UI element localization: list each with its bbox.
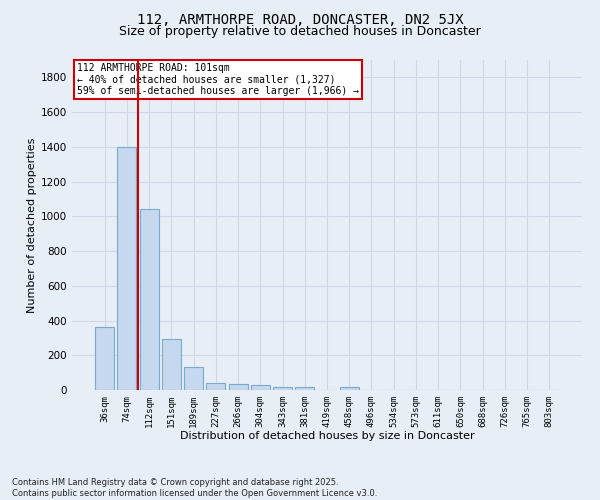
Bar bbox=[340, 387, 359, 390]
Bar bbox=[251, 386, 270, 390]
Bar bbox=[118, 147, 136, 390]
Text: Contains HM Land Registry data © Crown copyright and database right 2025.
Contai: Contains HM Land Registry data © Crown c… bbox=[12, 478, 377, 498]
Text: 112, ARMTHORPE ROAD, DONCASTER, DN2 5JX: 112, ARMTHORPE ROAD, DONCASTER, DN2 5JX bbox=[137, 12, 463, 26]
Bar bbox=[206, 382, 225, 390]
Bar bbox=[295, 388, 314, 390]
Bar bbox=[140, 210, 158, 390]
Text: 112 ARMTHORPE ROAD: 101sqm
← 40% of detached houses are smaller (1,327)
59% of s: 112 ARMTHORPE ROAD: 101sqm ← 40% of deta… bbox=[77, 64, 359, 96]
Bar bbox=[184, 368, 203, 390]
X-axis label: Distribution of detached houses by size in Doncaster: Distribution of detached houses by size … bbox=[179, 432, 475, 442]
Bar bbox=[273, 386, 292, 390]
Text: Size of property relative to detached houses in Doncaster: Size of property relative to detached ho… bbox=[119, 25, 481, 38]
Y-axis label: Number of detached properties: Number of detached properties bbox=[27, 138, 37, 312]
Bar bbox=[229, 384, 248, 390]
Bar bbox=[95, 328, 114, 390]
Bar bbox=[162, 339, 181, 390]
